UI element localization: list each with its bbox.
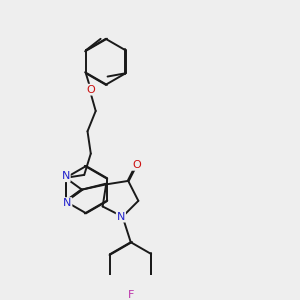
Text: N: N (117, 212, 125, 222)
Text: O: O (132, 160, 141, 170)
Text: N: N (61, 171, 70, 181)
Text: F: F (128, 290, 134, 300)
Text: N: N (63, 198, 71, 208)
Text: O: O (86, 85, 95, 95)
